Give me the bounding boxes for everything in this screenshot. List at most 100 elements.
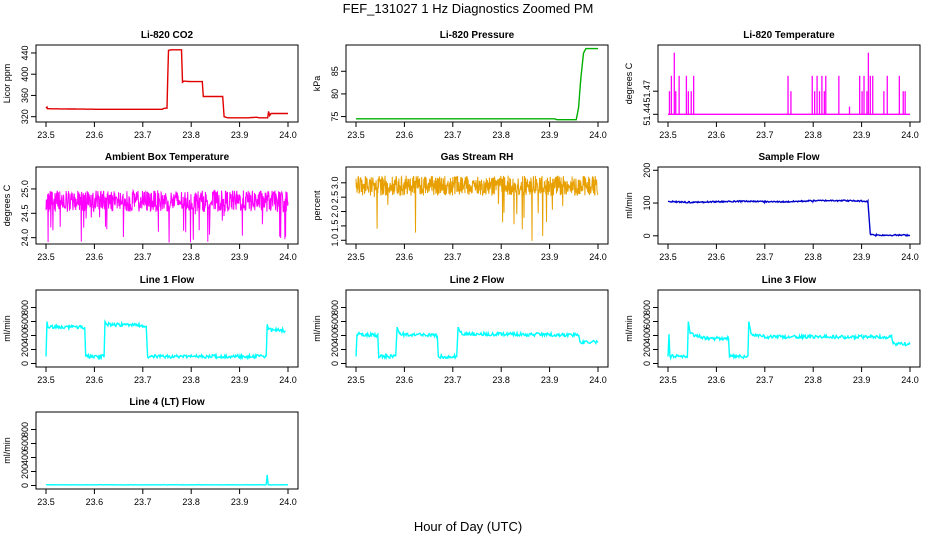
x-tick-label: 24.0 (901, 252, 919, 262)
x-tick-label: 23.8 (182, 252, 200, 262)
x-tick-label: 23.9 (231, 130, 249, 140)
x-tick-label: 23.5 (659, 375, 677, 385)
panel-grid: Li-820 CO2 23.5 23.6 23.7 23.8 23.9 24.0 320 360… (2, 30, 921, 507)
plot-frame (35, 44, 299, 123)
panel-title: Line 4 (LT) Flow (129, 397, 205, 408)
series-line (45, 188, 289, 243)
y-tick-label: 600 (20, 314, 30, 329)
y-tick-label: 85 (330, 66, 340, 76)
y-tick-label: 200 (642, 163, 652, 178)
x-tick-label: 24.0 (901, 130, 919, 140)
y-tick-label: 2.0 (330, 205, 340, 218)
chart-panel-9: Line 3 Flow 23.5 23.6 23.7 23.8 23.9 24.0 0 2004… (624, 275, 921, 385)
x-tick-label: 23.6 (708, 375, 726, 385)
x-tick-label: 23.8 (804, 375, 822, 385)
chart-panel-8: Line 2 Flow 23.5 23.6 23.7 23.8 23.9 24.0 0 2004… (312, 275, 609, 385)
x-tick-label: 23.9 (541, 375, 559, 385)
y-tick-label: 80 (330, 89, 340, 99)
x-tick-label: 23.8 (492, 252, 510, 262)
y-tick-label: 0 (642, 233, 652, 238)
y-tick-label: 0 (20, 483, 30, 488)
plot-frame (35, 411, 299, 490)
x-tick-label: 23.6 (708, 252, 726, 262)
plot-frame (657, 289, 921, 368)
x-tick-label: 23.9 (231, 375, 249, 385)
y-tick-label: 0 (20, 361, 30, 366)
y-axis-label: degrees C (2, 184, 12, 226)
y-tick-label: 600 (20, 436, 30, 451)
x-tick-label: 24.0 (279, 252, 297, 262)
chart-panel-5: Gas Stream RH 23.5 23.6 23.7 23.8 23.9 24.0 1.0… (312, 152, 609, 262)
plot-frame (345, 166, 609, 245)
y-tick-label: 800 (20, 422, 30, 437)
x-tick-label: 24.0 (901, 375, 919, 385)
series-group (356, 47, 598, 121)
y-axis-label: degrees C (624, 62, 634, 104)
plot-frame (345, 289, 609, 368)
series-group (668, 52, 910, 115)
plot-frame (345, 44, 609, 123)
series-line (45, 49, 288, 119)
y-tick-label: 2.5 (330, 191, 340, 204)
series-group (355, 326, 599, 361)
series-group (667, 198, 911, 238)
x-tick-label: 23.6 (86, 497, 104, 507)
x-tick-label: 23.7 (444, 252, 462, 262)
y-axis-label: Licor ppm (2, 64, 12, 104)
x-tick-label: 23.5 (659, 252, 677, 262)
x-tick-label: 24.0 (589, 252, 607, 262)
chart-panel-10: Line 4 (LT) Flow 23.5 23.6 23.7 23.8 23.9 24.0… (2, 397, 299, 507)
x-tick-label: 24.0 (589, 130, 607, 140)
plot-frame (657, 166, 921, 245)
y-tick-label: 440 (20, 45, 30, 60)
x-tick-label: 23.6 (396, 252, 414, 262)
y-tick-label: 400 (330, 328, 340, 343)
series-group (667, 321, 911, 361)
x-tick-label: 23.7 (134, 130, 152, 140)
x-tick-label: 23.8 (492, 130, 510, 140)
y-tick-label: 800 (20, 300, 30, 315)
figure-x-axis-label: Hour of Day (UTC) (414, 519, 522, 534)
series-line (667, 198, 911, 238)
x-tick-label: 23.5 (347, 252, 365, 262)
x-tick-label: 23.8 (182, 497, 200, 507)
y-tick-label: 200 (330, 342, 340, 357)
y-tick-label: 51.47 (642, 80, 652, 103)
series-line (355, 326, 599, 361)
series-group (45, 188, 289, 243)
x-tick-label: 23.5 (659, 130, 677, 140)
x-tick-label: 23.9 (231, 497, 249, 507)
x-tick-label: 23.7 (134, 375, 152, 385)
chart-panel-2: Li-820 Pressure 23.5 23.6 23.7 23.8 23.9 24.0 7… (312, 30, 609, 140)
y-axis-label: ml/min (312, 315, 322, 342)
x-tick-label: 23.6 (86, 375, 104, 385)
x-tick-label: 23.5 (37, 497, 55, 507)
plot-frame (657, 44, 921, 123)
x-tick-label: 23.6 (396, 375, 414, 385)
x-tick-label: 23.9 (541, 130, 559, 140)
series-group (45, 318, 286, 361)
x-tick-label: 23.6 (86, 252, 104, 262)
plot-frame (35, 289, 299, 368)
chart-panel-7: Line 1 Flow 23.5 23.6 23.7 23.8 23.9 24.0 0 2004… (2, 275, 299, 385)
x-tick-label: 23.6 (708, 130, 726, 140)
y-tick-label: 24.0 (20, 229, 30, 247)
y-tick-label: 1.0 (330, 234, 340, 247)
series-line (46, 474, 289, 486)
y-tick-label: 400 (20, 328, 30, 343)
chart-panel-1: Li-820 CO2 23.5 23.6 23.7 23.8 23.9 24.0 320 360… (2, 30, 299, 140)
panel-title: Li-820 Pressure (440, 30, 515, 41)
x-tick-label: 23.9 (853, 130, 871, 140)
x-tick-label: 23.7 (756, 375, 774, 385)
x-tick-label: 23.5 (347, 130, 365, 140)
x-tick-label: 23.9 (231, 252, 249, 262)
chart-panel-6: Sample Flow 23.5 23.6 23.7 23.8 23.9 24.0 0 100 2… (624, 152, 921, 262)
series-line (45, 318, 286, 361)
series-group (46, 474, 289, 486)
y-axis-label: ml/min (2, 315, 12, 342)
y-tick-label: 25.0 (20, 180, 30, 198)
panel-title: Li-820 CO2 (141, 30, 194, 41)
x-tick-label: 23.8 (492, 375, 510, 385)
y-tick-label: 24.5 (20, 205, 30, 223)
x-tick-label: 23.7 (134, 252, 152, 262)
